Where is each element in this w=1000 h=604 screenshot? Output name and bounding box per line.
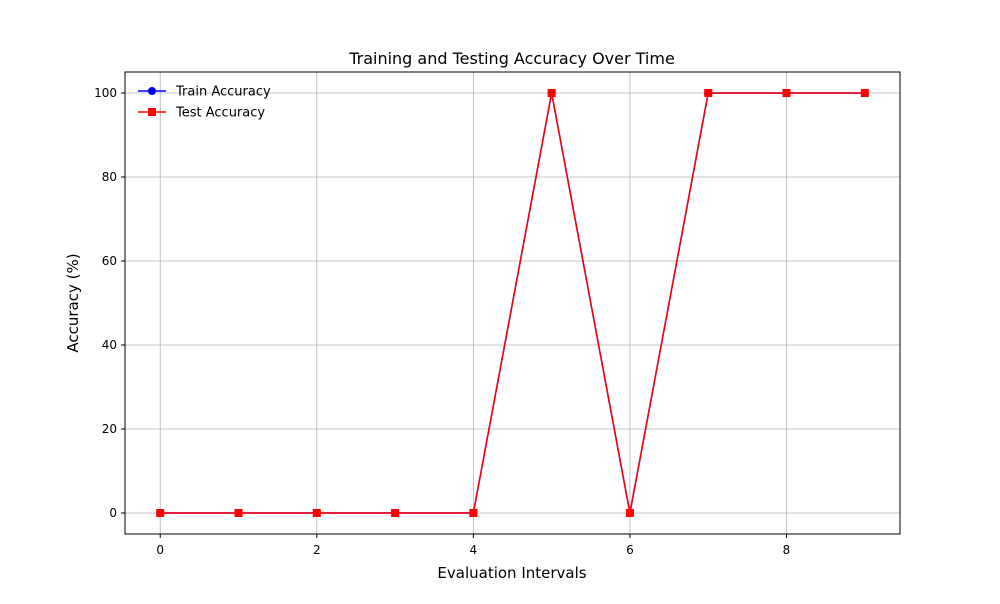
data-point <box>704 89 713 97</box>
x-tick-label: 6 <box>626 543 634 557</box>
series-line <box>160 92 865 514</box>
y-axis-label: Accuracy (%) <box>64 253 82 352</box>
x-tick-label: 2 <box>313 543 321 557</box>
legend-label: Train Accuracy <box>175 85 271 100</box>
series-2 <box>156 89 869 517</box>
y-tick-label: 0 <box>109 506 117 520</box>
data-point <box>782 89 791 97</box>
data-point <box>547 89 556 97</box>
legend-entry: Train Accuracy <box>138 85 271 100</box>
y-tick-label: 60 <box>102 254 117 268</box>
data-point <box>391 509 400 517</box>
legend: Train Accuracy Test Accuracy <box>138 85 271 121</box>
x-tick-label: 0 <box>156 543 164 557</box>
x-tick-label: 8 <box>783 543 791 557</box>
x-tick-label: 4 <box>470 543 478 557</box>
x-axis-label: Evaluation Intervals <box>437 564 586 582</box>
legend-entry: Test Accuracy <box>138 106 265 121</box>
legend-marker <box>148 87 156 95</box>
data-point <box>312 509 321 517</box>
y-tick-label: 100 <box>94 86 117 100</box>
legend-marker <box>148 108 156 116</box>
data-point <box>156 509 165 517</box>
y-tick-label: 40 <box>102 338 117 352</box>
legend-label: Test Accuracy <box>175 106 265 121</box>
data-point <box>625 509 634 517</box>
data-point <box>469 509 478 517</box>
data-point <box>234 509 243 517</box>
data-point <box>860 89 869 97</box>
chart-title: Training and Testing Accuracy Over Time <box>348 49 675 68</box>
y-tick-label: 80 <box>102 170 117 184</box>
plot-frame <box>124 71 901 535</box>
y-tick-label: 20 <box>102 422 117 436</box>
series-layer <box>156 89 869 517</box>
